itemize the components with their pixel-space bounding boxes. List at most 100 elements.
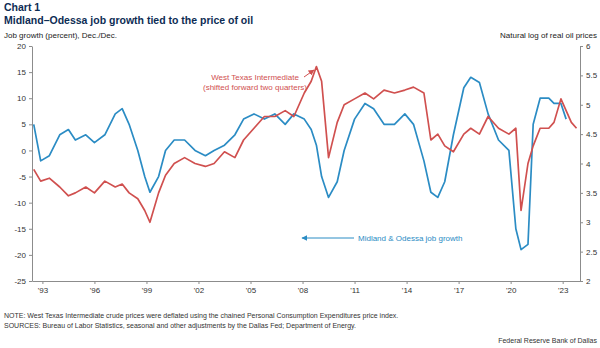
tick-mark	[580, 281, 583, 282]
tick-mark	[29, 124, 32, 125]
y-axis: -25 -20 -15 -10 -5 0 5 10 15 20	[14, 42, 32, 286]
tick: 3	[580, 218, 591, 227]
tick-label: 5	[586, 101, 591, 110]
tick: 10	[17, 94, 32, 103]
tick-label: 2.5	[586, 248, 598, 257]
tick-label: -10	[14, 199, 26, 208]
chart: '93'96'99'02'05'08'11'14'17'20'23-25-20-…	[0, 0, 600, 348]
tick-label: 15	[17, 68, 26, 77]
tick-label: '14	[402, 286, 413, 295]
tick-label: 2	[586, 277, 591, 286]
tick-mark	[407, 281, 408, 284]
tick-label: 5.5	[586, 71, 598, 80]
tick: '14	[402, 281, 413, 295]
tick-mark	[459, 281, 460, 284]
annotation-arrow	[302, 238, 354, 239]
series-label: Midland & Odessa job growth	[358, 234, 463, 243]
tick: 0	[22, 147, 32, 156]
axis-line	[33, 281, 581, 282]
tick-label: '05	[246, 286, 257, 295]
y2-axis: 2 2.5 3 3.5 4 4.5 5 5.5 6	[580, 42, 598, 286]
tick-mark	[580, 75, 583, 76]
x-axis: '93 '96 '99 '02 '05 '08 '11 '14 '17 '20 '23	[33, 281, 581, 295]
tick-mark	[94, 281, 95, 284]
title: Chart 1	[4, 1, 40, 13]
tick: 5	[580, 101, 591, 110]
tick-label: '11	[350, 286, 360, 295]
tick-label: '93	[38, 286, 49, 295]
tick-label: '20	[506, 286, 517, 295]
credit: Federal Reserve Bank of Dallas	[498, 337, 597, 344]
tick-label: 6	[586, 42, 591, 51]
series-label: West Texas Intermediate	[211, 73, 299, 82]
axis-line	[32, 47, 33, 282]
tick: -25	[14, 277, 32, 286]
tick-mark	[580, 134, 583, 135]
tick: 5	[22, 120, 32, 129]
tick: 5.5	[580, 71, 598, 80]
tick-label: 0	[22, 147, 27, 156]
tick: '17	[454, 281, 465, 295]
tick-label: 3	[586, 218, 591, 227]
tick: '23	[558, 281, 569, 295]
tick: '99	[142, 281, 153, 295]
annotation-arrow	[304, 70, 314, 77]
tick-label: '02	[194, 286, 205, 295]
texts: Chart 1Midland–Odessa job growth tied to…	[4, 1, 597, 344]
tick: 6	[580, 42, 591, 51]
tick-label: '99	[142, 286, 153, 295]
tick-mark	[29, 255, 32, 256]
tick-mark	[29, 72, 32, 73]
tick-mark	[29, 150, 32, 151]
series-line	[34, 67, 577, 223]
footnote: NOTE: West Texas Intermediate crude pric…	[4, 312, 398, 320]
tick-mark	[580, 46, 583, 47]
tick-mark	[563, 281, 564, 284]
tick: '05	[246, 281, 257, 295]
y-axis-title: Job growth (percent), Dec./Dec.	[4, 31, 117, 40]
tick: -15	[14, 225, 32, 234]
tick-label: 4.5	[586, 130, 598, 139]
tick-mark	[251, 281, 252, 284]
annotation: (shifted forward two quarters)	[203, 83, 307, 92]
tick-mark	[580, 252, 583, 253]
footnote: SOURCES: Bureau of Labor Statistics, sea…	[4, 322, 356, 330]
tick-label: 20	[17, 42, 26, 51]
tick-label: '08	[298, 286, 309, 295]
plot-area	[34, 67, 577, 250]
tick-mark	[42, 281, 43, 284]
tick: 4	[580, 160, 591, 169]
y2-axis-title: Natural log of real oil prices	[500, 31, 597, 40]
tick-mark	[29, 281, 32, 282]
tick: -10	[14, 199, 32, 208]
tick-mark	[580, 105, 583, 106]
tick-label: '17	[454, 286, 465, 295]
tick-mark	[355, 281, 356, 284]
tick: '02	[194, 281, 205, 295]
tick-label: '23	[558, 286, 569, 295]
tick: 2	[580, 277, 591, 286]
tick-label: 3.5	[586, 189, 598, 198]
tick-mark	[198, 281, 199, 284]
tick-label: 4	[586, 160, 591, 169]
tick-mark	[580, 222, 583, 223]
tick: '20	[506, 281, 517, 295]
tick: 3.5	[580, 189, 598, 198]
tick-mark	[580, 193, 583, 194]
tick: 2.5	[580, 248, 598, 257]
tick-mark	[511, 281, 512, 284]
tick: -20	[14, 251, 32, 260]
tick-mark	[29, 203, 32, 204]
tick-mark	[303, 281, 304, 284]
tick: 4.5	[580, 130, 598, 139]
tick-mark	[146, 281, 147, 284]
subtitle: Midland–Odessa job growth tied to the pr…	[4, 14, 253, 26]
tick-label: -25	[14, 277, 26, 286]
tick: '96	[90, 281, 101, 295]
tick: 20	[17, 42, 32, 51]
tick: -5	[19, 173, 32, 182]
tick-label: '96	[90, 286, 101, 295]
tick-label: -5	[19, 173, 27, 182]
tick: '11	[350, 281, 360, 295]
tick-mark	[29, 229, 32, 230]
